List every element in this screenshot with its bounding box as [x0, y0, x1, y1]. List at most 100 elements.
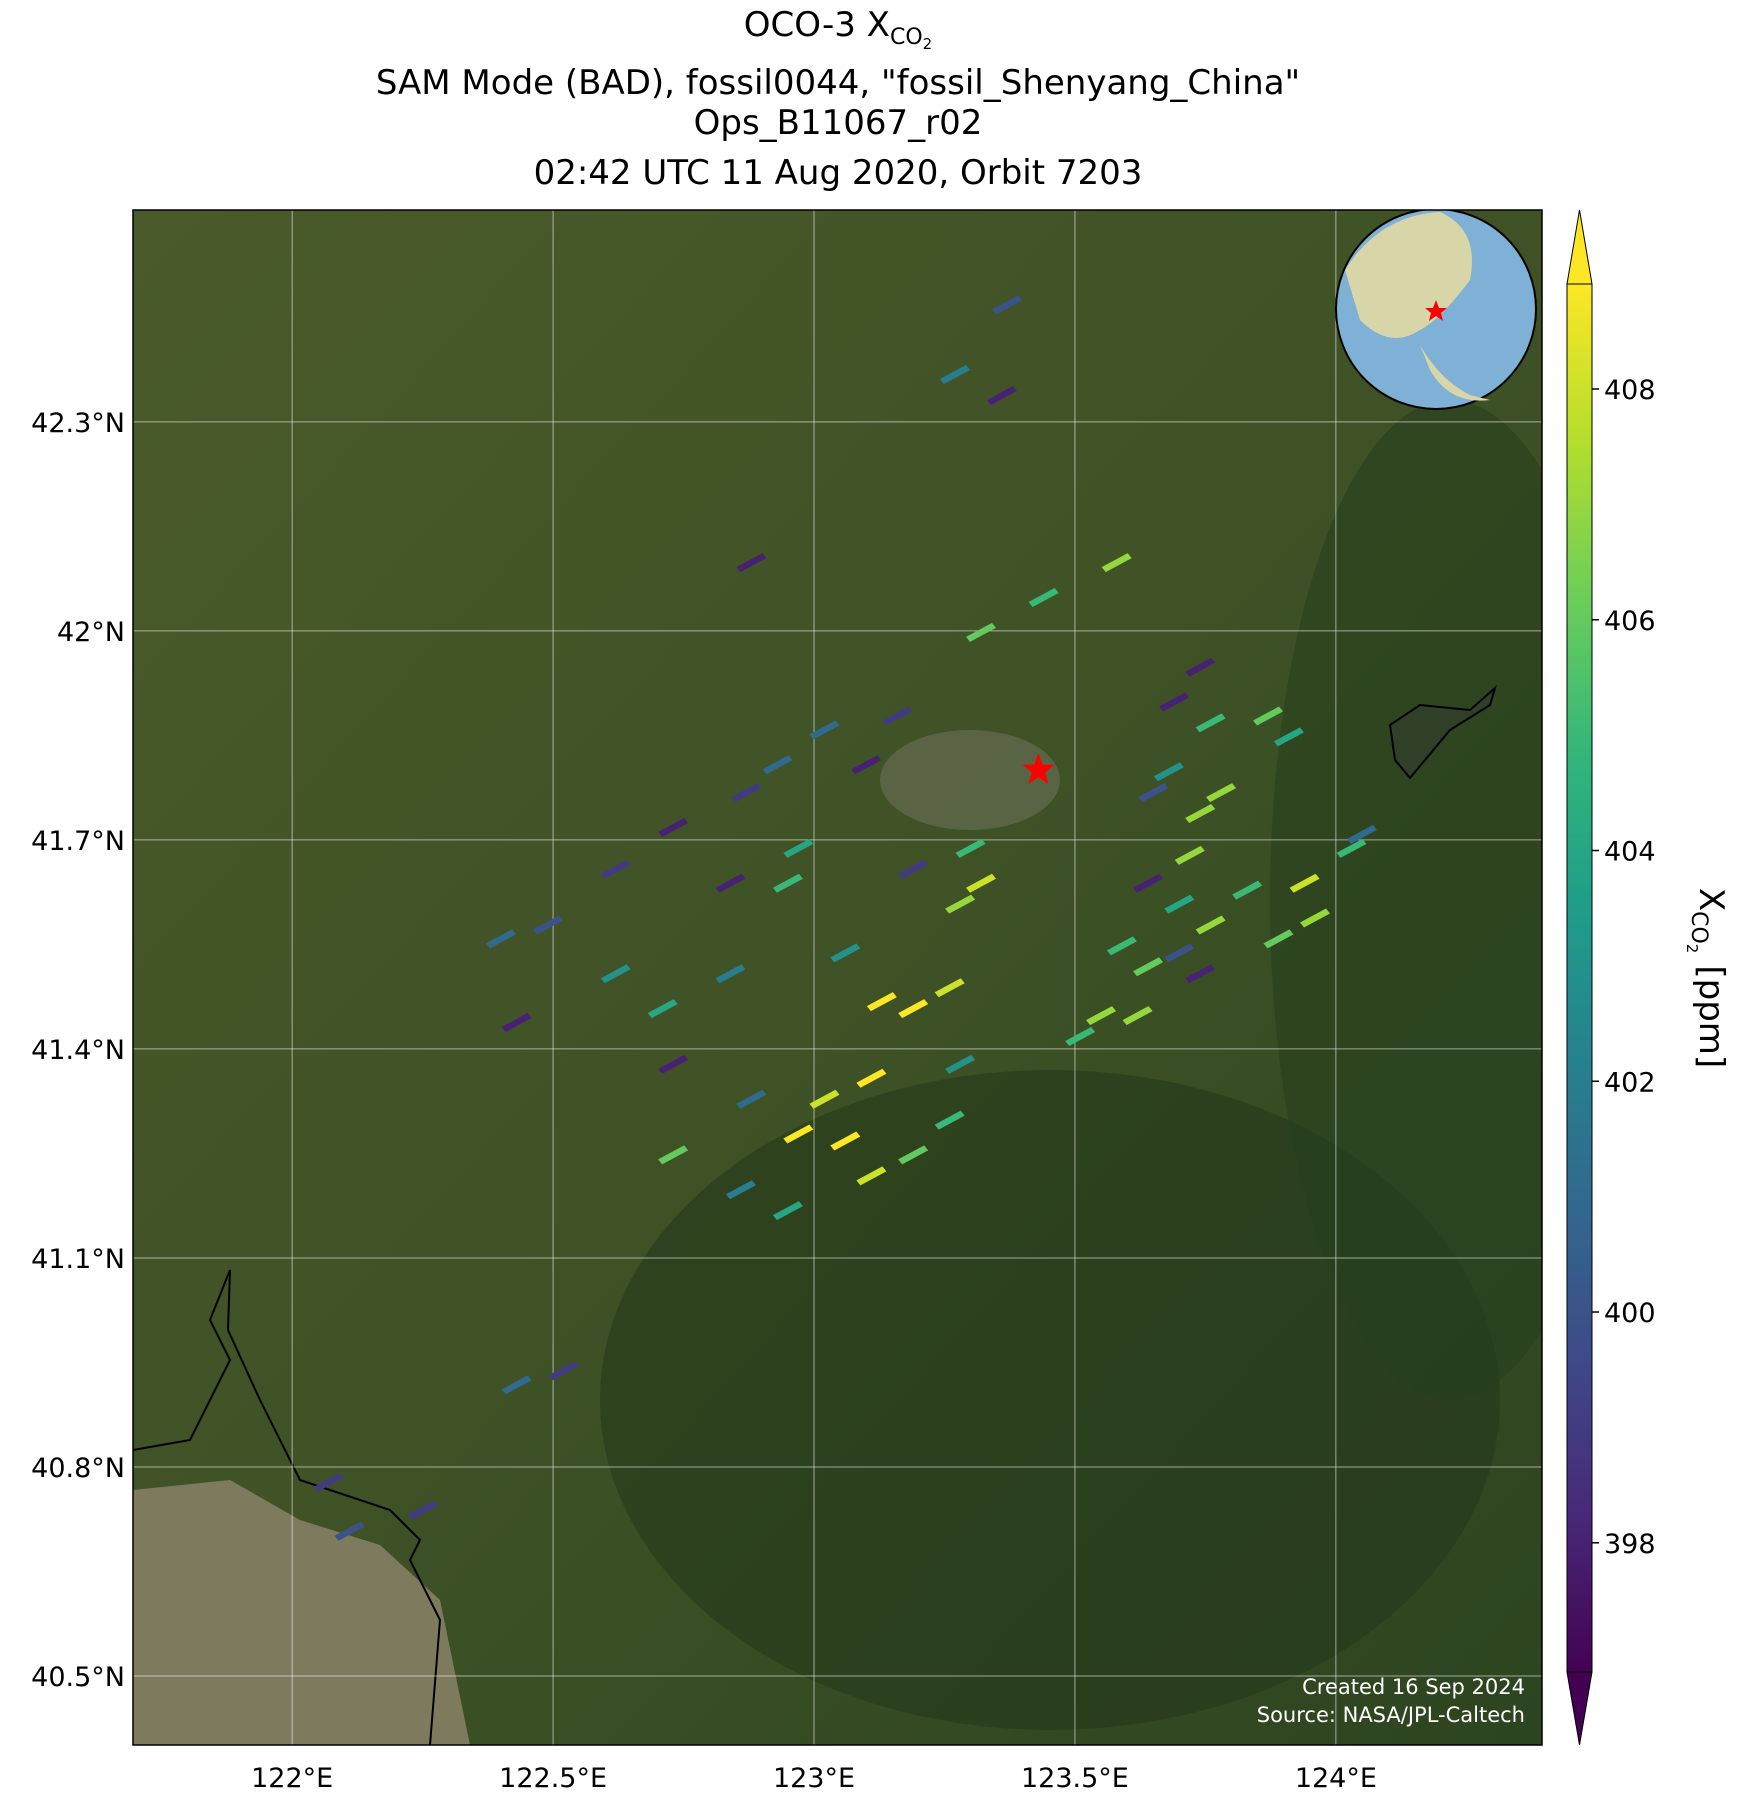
title-line2: SAM Mode (BAD), fossil0044, "fossil_Shen… — [376, 63, 1300, 103]
x-tick-label: 124°E — [1295, 1763, 1377, 1794]
sounding — [313, 1472, 344, 1492]
colorbar-tick-label: 402 — [1604, 1067, 1656, 1098]
sounding — [736, 553, 767, 573]
sounding — [955, 838, 986, 858]
sounding — [715, 873, 746, 893]
site-marker — [1022, 753, 1055, 784]
sounding — [1195, 713, 1226, 733]
sounding — [1086, 1006, 1117, 1026]
globe-land — [1345, 212, 1472, 338]
coastline — [133, 1269, 442, 1745]
sounding — [1195, 915, 1226, 935]
colorbar-tick-label: 408 — [1604, 375, 1656, 406]
sounding — [501, 1013, 532, 1033]
label-part: 2 — [1683, 944, 1701, 954]
city — [880, 730, 1060, 830]
sounding — [1159, 692, 1190, 712]
note: Created 16 Sep 2024 — [1302, 1675, 1525, 1699]
sounding — [1101, 553, 1132, 573]
sounding — [882, 706, 913, 726]
sounding — [986, 385, 1017, 405]
sounding — [851, 755, 882, 775]
sounding — [945, 1054, 976, 1074]
sounding — [830, 943, 861, 963]
sounding — [658, 817, 689, 837]
sounding — [1185, 657, 1216, 677]
colorbar: 398 400 402 404 406 408 — [1566, 209, 1656, 1746]
note: Source: NASA/JPL-Caltech — [1257, 1703, 1525, 1727]
y-tick-label: 42°N — [57, 617, 125, 648]
sounding — [1253, 706, 1284, 726]
reservoir — [1388, 684, 1497, 780]
sounding — [1336, 838, 1367, 858]
title-line1: OCO-3 XCO2 — [744, 5, 932, 53]
sounding — [1065, 1026, 1096, 1046]
sounding — [725, 1180, 756, 1200]
sounding — [1185, 804, 1216, 824]
label-part: X — [1691, 888, 1731, 911]
sounding — [939, 365, 970, 385]
terrain — [1270, 400, 1542, 1400]
sounding — [1232, 880, 1263, 900]
terrain — [600, 1070, 1500, 1730]
colorbar-body — [1566, 283, 1593, 1673]
sounding — [945, 894, 976, 914]
colorbar-extend-max — [1566, 209, 1593, 285]
sounding — [856, 1166, 887, 1186]
x-tick-label: 123°E — [773, 1763, 855, 1794]
sounding — [1164, 943, 1195, 963]
sounding — [736, 1089, 767, 1109]
sounding — [1106, 936, 1137, 956]
sounding — [866, 992, 897, 1012]
title-part: CO — [890, 25, 923, 50]
sounding — [783, 838, 814, 858]
globe-marker — [1425, 300, 1447, 321]
label-part: [ppm] — [1691, 965, 1731, 1068]
sounding — [934, 978, 965, 998]
sounding — [1164, 894, 1195, 914]
globe-land — [1420, 345, 1490, 401]
sounding — [647, 999, 678, 1019]
sounding — [856, 1068, 887, 1088]
y-tick-label: 41.7°N — [31, 826, 125, 857]
sounding — [1153, 762, 1184, 782]
sounding — [731, 783, 762, 803]
colorbar-tick-label: 398 — [1604, 1529, 1656, 1560]
y-tick-label: 41.1°N — [31, 1244, 125, 1275]
x-tick-label: 122°E — [251, 1763, 333, 1794]
sounding — [898, 999, 929, 1019]
sounding — [762, 755, 793, 775]
sounding — [1299, 908, 1330, 928]
sounding — [809, 1089, 840, 1109]
sounding — [532, 915, 563, 935]
sounding — [783, 1124, 814, 1144]
sounding — [1273, 727, 1304, 747]
y-tick-label: 41.4°N — [31, 1035, 125, 1066]
sounding — [658, 1145, 689, 1165]
sounding — [658, 1054, 689, 1074]
sounding — [600, 964, 631, 984]
colorbar-tick-label: 406 — [1604, 606, 1656, 637]
colorbar-tick-label: 404 — [1604, 837, 1656, 868]
sounding — [992, 295, 1023, 315]
sounding — [1263, 929, 1294, 949]
y-tick-label: 42.3°N — [31, 408, 125, 439]
sounding — [548, 1361, 579, 1381]
bay — [133, 1480, 470, 1745]
title-line4: 02:42 UTC 11 Aug 2020, Orbit 7203 — [534, 153, 1143, 193]
colorbar-tick-label: 400 — [1604, 1298, 1656, 1329]
sounding — [1206, 783, 1237, 803]
title-part: 2 — [923, 35, 933, 53]
x-tick-label: 123.5°E — [1021, 1763, 1129, 1794]
y-tick-label: 40.5°N — [31, 1662, 125, 1693]
title-part: OCO-3 X — [744, 5, 890, 45]
grid — [133, 210, 1542, 1745]
sounding — [334, 1521, 365, 1541]
sounding — [1174, 845, 1205, 865]
sounding — [898, 1145, 929, 1165]
sounding — [1122, 1006, 1153, 1026]
y-tick-label: 40.8°N — [31, 1453, 125, 1484]
sounding — [830, 1131, 861, 1151]
map-frame — [132, 209, 1543, 1746]
